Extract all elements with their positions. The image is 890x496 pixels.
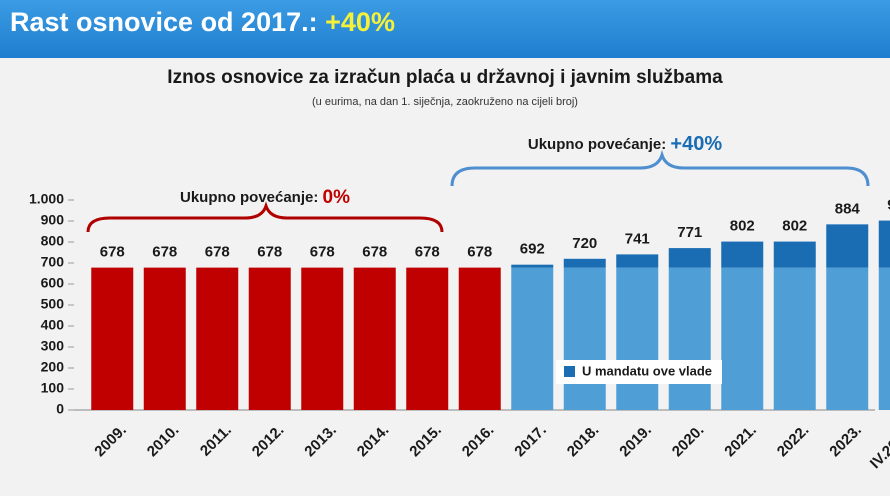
bar — [301, 267, 344, 410]
data-label: 902 — [887, 197, 890, 214]
x-tick-label: IV.2023. — [867, 422, 890, 473]
data-label: 802 — [730, 218, 755, 235]
annotation-value: 0% — [323, 187, 351, 208]
bar — [773, 241, 816, 268]
brace-red — [86, 201, 444, 233]
legend-box — [556, 360, 722, 384]
y-tick-label: 1.000 — [29, 191, 64, 207]
bar — [721, 267, 764, 410]
y-tick-label: 700 — [41, 254, 65, 270]
bar — [196, 267, 239, 410]
x-tick-label: 2014. — [354, 422, 393, 461]
y-tick-label: 300 — [41, 338, 65, 354]
data-label: 741 — [625, 230, 650, 247]
data-label: 678 — [205, 244, 230, 261]
y-tick-label: 100 — [41, 380, 65, 396]
annotation-label: Ukupno povećanje: — [180, 189, 318, 206]
bar — [143, 267, 186, 410]
y-tick-label: 0 — [56, 401, 64, 417]
chart-title: Iznos osnovice za izračun plaća u državn… — [167, 67, 723, 88]
legend-label: U mandatu ove vlade — [582, 363, 712, 378]
x-tick-label: 2015. — [406, 422, 445, 461]
y-tick-label: 900 — [41, 212, 65, 228]
data-label: 692 — [520, 241, 545, 258]
y-tick-label: 400 — [41, 317, 65, 333]
bar — [458, 267, 501, 410]
bar — [248, 267, 291, 410]
bar — [91, 267, 134, 410]
data-label: 771 — [677, 224, 702, 241]
x-tick-label: 2018. — [564, 422, 603, 461]
annotation: Ukupno povećanje: +40% — [528, 133, 722, 155]
bar — [826, 267, 869, 410]
x-tick-label: 2010. — [144, 422, 183, 461]
data-label: 678 — [152, 244, 177, 261]
annotation-value: +40% — [670, 133, 722, 155]
bar — [668, 248, 711, 268]
bar — [826, 224, 869, 268]
x-tick-label: 2022. — [774, 422, 813, 461]
header-title: Rast osnovice od 2017.: — [10, 7, 318, 37]
bar — [668, 267, 711, 410]
annotation: Ukupno povećanje: 0% — [180, 187, 350, 208]
x-tick-label: 2011. — [197, 422, 235, 460]
data-label: 678 — [467, 244, 492, 261]
x-tick-label: 2023. — [826, 422, 865, 461]
bar — [511, 267, 554, 410]
data-label: 678 — [415, 244, 440, 261]
bar — [563, 267, 606, 410]
x-tick-label: 2019. — [616, 422, 655, 461]
x-tick-label: 2021. — [721, 422, 760, 461]
y-tick-label: 500 — [41, 296, 65, 312]
bar — [773, 267, 816, 410]
x-tick-label: 2009. — [91, 422, 130, 461]
brace-blue — [450, 149, 870, 187]
bar — [511, 264, 554, 268]
legend-swatch — [564, 366, 575, 377]
data-label: 720 — [572, 235, 597, 252]
data-label: 678 — [362, 244, 387, 261]
bar — [563, 258, 606, 268]
y-tick-label: 200 — [41, 359, 65, 375]
header-band — [0, 0, 890, 58]
bar — [878, 267, 890, 410]
y-tick-label: 800 — [41, 233, 65, 249]
bar — [616, 267, 659, 410]
y-tick-label: 600 — [41, 275, 65, 291]
chart-subtitle: (u eurima, na dan 1. siječnja, zaokružen… — [312, 96, 578, 108]
x-tick-label: 2020. — [669, 422, 708, 461]
data-label: 678 — [310, 244, 335, 261]
bar — [878, 220, 890, 268]
header: Rast osnovice od 2017.: +40% — [10, 7, 395, 37]
data-label: 678 — [257, 244, 282, 261]
data-label: 802 — [782, 218, 807, 235]
x-tick-label: 2017. — [511, 422, 550, 461]
bar — [353, 267, 396, 410]
data-label: 678 — [100, 244, 125, 261]
bar — [721, 241, 764, 268]
annotation-label: Ukupno povećanje: — [528, 136, 666, 153]
data-label: 884 — [835, 200, 861, 217]
header-highlight: +40% — [325, 7, 395, 37]
bar — [616, 254, 659, 268]
bar — [406, 267, 449, 410]
x-tick-label: 2013. — [301, 422, 340, 461]
x-tick-label: 2012. — [249, 422, 288, 461]
x-tick-label: 2016. — [459, 422, 498, 461]
